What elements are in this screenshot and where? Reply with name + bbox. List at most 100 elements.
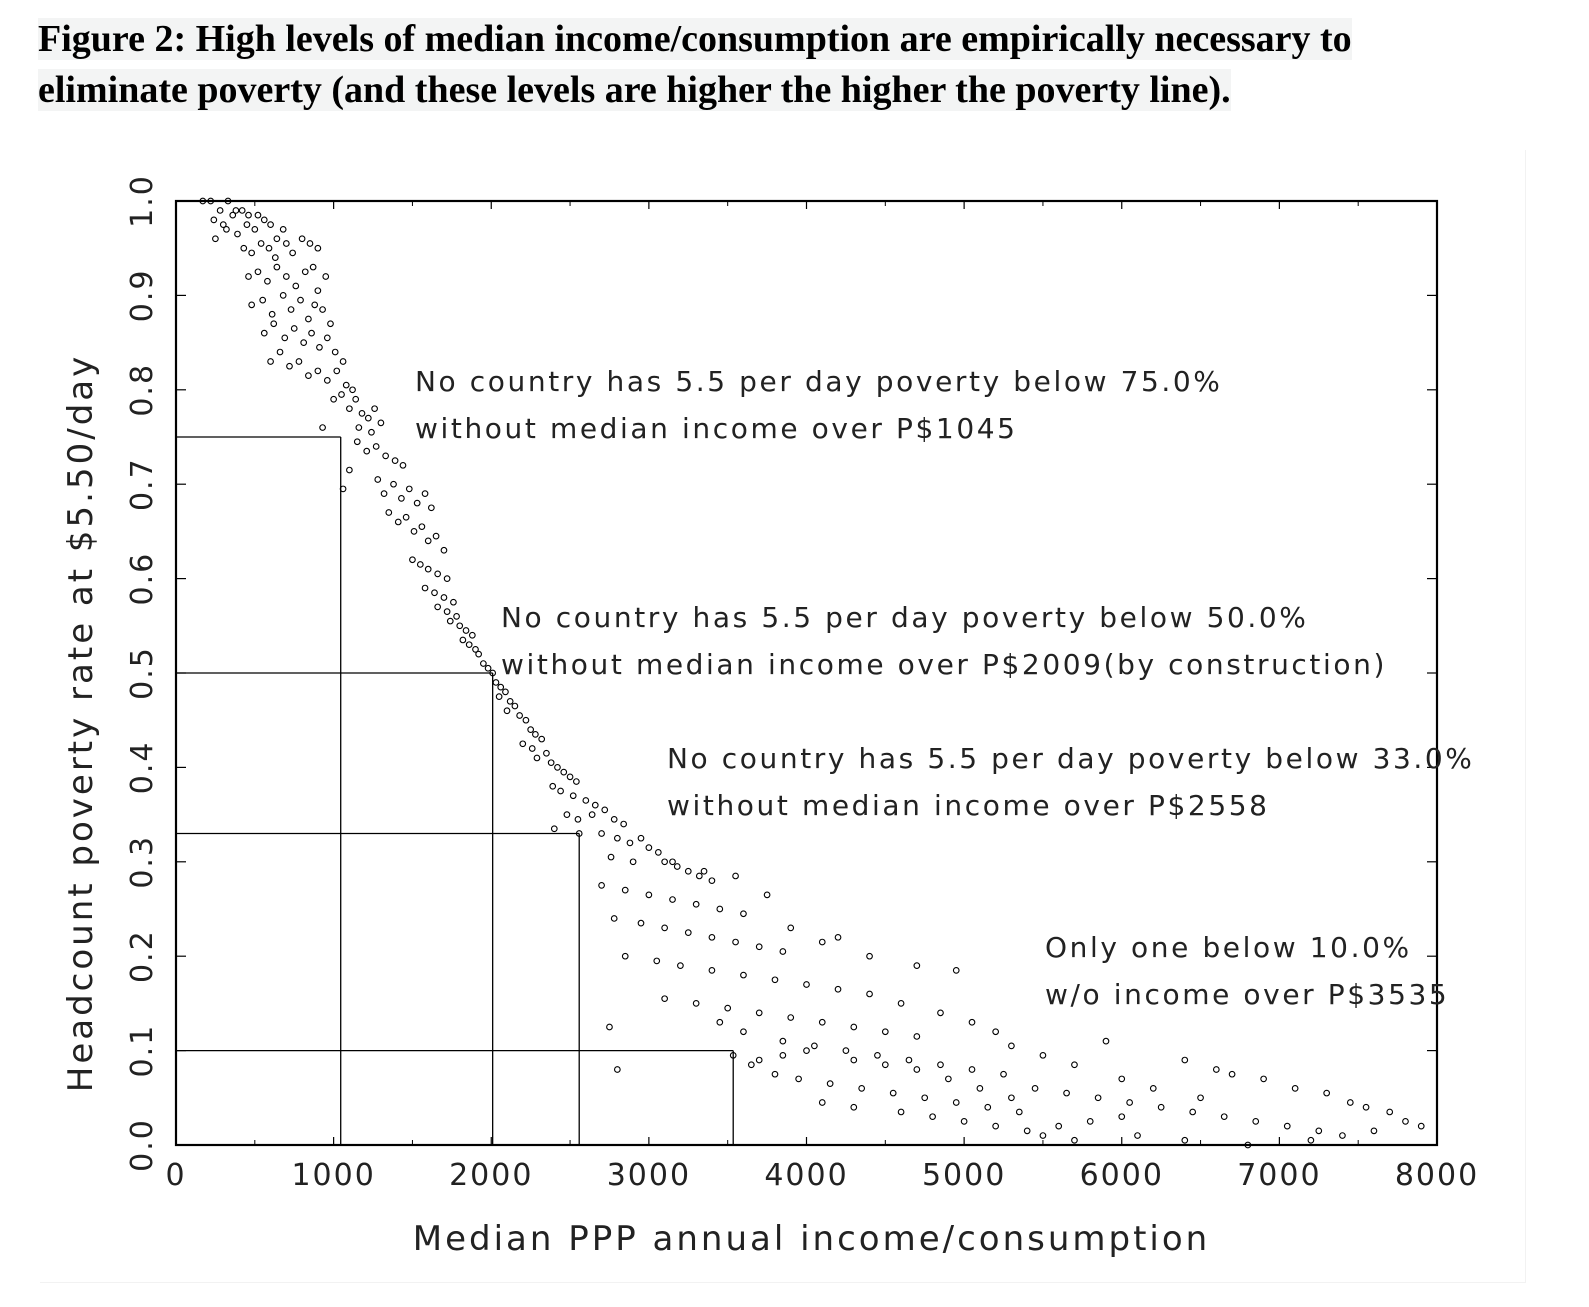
- data-point: [779, 1051, 787, 1059]
- data-point: [700, 867, 708, 875]
- data-point: [661, 924, 668, 932]
- data-point: [210, 216, 218, 224]
- data-point: [465, 641, 473, 649]
- data-point: [418, 523, 426, 531]
- data-point: [287, 306, 295, 313]
- data-point: [538, 735, 546, 743]
- data-point: [446, 617, 454, 625]
- data-point: [229, 211, 237, 219]
- data-point: [1291, 1085, 1299, 1092]
- data-point: [606, 1023, 613, 1031]
- data-point: [866, 952, 873, 960]
- data-point: [394, 518, 402, 526]
- data-point: [1260, 1075, 1267, 1083]
- data-point: [575, 830, 583, 837]
- data-point: [607, 853, 615, 861]
- data-point: [740, 910, 747, 918]
- data-point: [695, 872, 703, 880]
- y-tick-label: 0.9: [125, 269, 160, 323]
- data-point: [333, 367, 341, 375]
- data-point: [716, 905, 724, 913]
- data-point: [874, 1051, 881, 1059]
- data-point: [516, 712, 523, 719]
- data-point: [818, 1018, 826, 1026]
- data-point: [338, 391, 345, 398]
- data-point: [495, 693, 503, 700]
- data-point: [273, 235, 281, 243]
- data-point: [259, 296, 267, 304]
- data-point: [453, 613, 460, 620]
- x-tick-label: 5000: [922, 1158, 1006, 1193]
- x-tick-label: 2000: [449, 1158, 533, 1193]
- threshold-annotation-line2: without median income over P$2558: [667, 789, 1270, 822]
- data-point: [1000, 1070, 1007, 1078]
- data-point: [566, 773, 574, 781]
- x-tick-label: 3000: [607, 1158, 691, 1193]
- data-point: [286, 362, 293, 370]
- data-point: [653, 957, 661, 965]
- data-point: [913, 1066, 921, 1073]
- data-point: [1315, 1127, 1323, 1135]
- data-point: [598, 882, 605, 889]
- data-point: [314, 367, 322, 375]
- y-tick-label: 0.3: [125, 835, 160, 889]
- data-point: [519, 740, 527, 748]
- data-point: [1031, 1085, 1039, 1092]
- data-point: [497, 683, 505, 691]
- data-point: [803, 1047, 810, 1054]
- data-point: [260, 329, 268, 337]
- data-point: [716, 1018, 724, 1026]
- data-point: [560, 768, 568, 776]
- data-point: [1126, 1099, 1133, 1106]
- data-point: [443, 608, 451, 615]
- data-point: [305, 315, 312, 323]
- data-point: [637, 919, 645, 927]
- data-point: [402, 513, 410, 521]
- data-point: [582, 797, 590, 804]
- threshold-annotation-line1: No country has 5.5 per day poverty below…: [415, 365, 1223, 398]
- data-point: [952, 1099, 960, 1106]
- data-point: [573, 778, 580, 785]
- data-point: [219, 221, 227, 228]
- data-point: [881, 1028, 889, 1036]
- data-point: [591, 801, 599, 809]
- data-point: [569, 792, 577, 800]
- data-point: [416, 561, 424, 568]
- data-point: [1008, 1094, 1015, 1102]
- data-point: [352, 395, 360, 403]
- data-point: [431, 589, 438, 597]
- data-point: [443, 575, 451, 582]
- data-point: [661, 858, 668, 866]
- data-point: [732, 938, 739, 946]
- data-point: [1071, 1061, 1078, 1069]
- x-tick-label: 0: [165, 1158, 186, 1193]
- data-point: [729, 1051, 737, 1059]
- data-point: [421, 490, 429, 497]
- y-tick-label: 0.7: [125, 457, 160, 511]
- data-point: [368, 428, 375, 436]
- data-point: [1197, 1094, 1204, 1102]
- data-point: [528, 745, 536, 752]
- data-point: [323, 377, 331, 384]
- threshold-annotation-line1: Only one below 10.0%: [1045, 931, 1412, 964]
- data-point: [929, 1113, 936, 1121]
- data-point: [533, 754, 541, 762]
- y-tick-label: 1.0: [125, 174, 160, 228]
- data-point: [637, 834, 645, 842]
- data-point: [232, 207, 240, 214]
- data-point: [550, 825, 558, 833]
- data-point: [248, 301, 256, 309]
- data-point: [456, 622, 464, 630]
- data-point: [398, 495, 405, 502]
- data-point: [399, 461, 407, 469]
- data-point: [363, 447, 371, 455]
- data-point: [826, 1080, 834, 1087]
- data-point: [480, 660, 487, 667]
- data-point: [243, 221, 251, 228]
- data-point: [850, 1056, 858, 1064]
- data-point: [1323, 1089, 1331, 1097]
- data-point: [724, 1004, 732, 1012]
- data-point: [779, 948, 787, 955]
- x-tick-label: 1000: [291, 1158, 375, 1193]
- data-point: [661, 995, 668, 1003]
